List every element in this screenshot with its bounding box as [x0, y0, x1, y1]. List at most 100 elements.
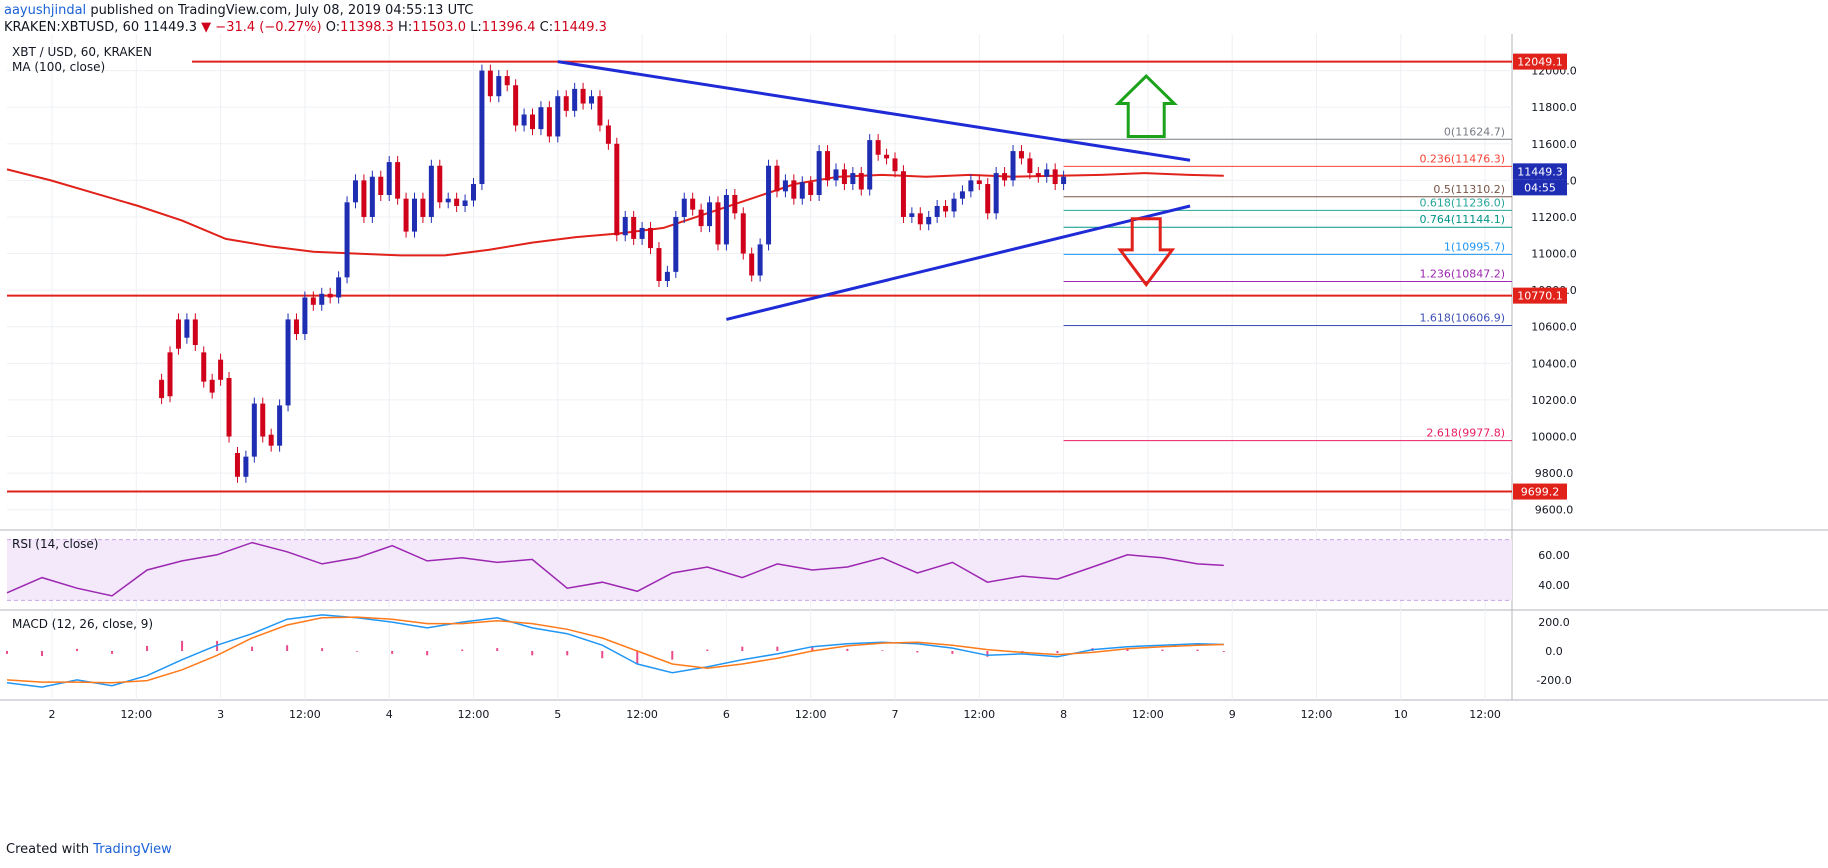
candle [234, 452, 240, 477]
candle [1044, 169, 1050, 177]
candle [1027, 158, 1033, 174]
candle [909, 213, 915, 217]
candle [782, 180, 788, 192]
candle [555, 96, 561, 137]
candle [521, 114, 527, 126]
candle [614, 143, 620, 236]
candle [664, 271, 670, 281]
last-price-tag: 11449.3 [1517, 165, 1563, 178]
fib-level-label: 0.5(11310.2) [1433, 183, 1505, 196]
macd-histogram-bar [1126, 648, 1129, 651]
candle [799, 182, 805, 199]
time-tick-label: 12:00 [626, 708, 658, 721]
macd-histogram-bar [531, 651, 534, 656]
candle [867, 140, 873, 190]
rsi-line [6, 541, 1224, 597]
time-tick-label: 10 [1394, 708, 1408, 721]
candle [580, 88, 586, 104]
candle [985, 184, 991, 214]
candle [715, 202, 721, 245]
macd-histogram-bar [461, 649, 464, 651]
candle [386, 162, 392, 196]
candle [681, 198, 687, 217]
last-price: 11449.3 [143, 20, 198, 35]
price-tick-label: 11200.0 [1531, 211, 1577, 224]
candle [336, 277, 342, 298]
candle [968, 180, 974, 192]
macd-histogram-bar [6, 651, 8, 654]
time-tick-label: 12:00 [795, 708, 827, 721]
footer: Created with TradingView [6, 842, 172, 857]
candle [774, 165, 780, 192]
candle [437, 165, 443, 203]
close-label: C: [539, 20, 554, 35]
fib-level-label: 0.236(11476.3) [1419, 152, 1505, 165]
author-link[interactable]: aayushjindal [4, 3, 87, 18]
macd-histogram-bar [881, 650, 884, 651]
candle [504, 76, 510, 86]
time-tick-label: 12:00 [1132, 708, 1164, 721]
trendline-upper [557, 60, 1191, 162]
candle [1061, 176, 1067, 185]
candle [1002, 173, 1008, 181]
macd-line [6, 614, 1224, 688]
candle [319, 293, 325, 305]
candle [268, 434, 274, 446]
time-tick-label: 12:00 [120, 708, 152, 721]
chart-title: XBT / USD, 60, KRAKEN [12, 45, 152, 59]
candle [749, 253, 755, 276]
candle [454, 198, 460, 206]
macd-histogram-bar [426, 651, 429, 656]
low-label: L: [470, 20, 482, 35]
candle [943, 205, 949, 212]
candle [605, 125, 611, 144]
candle [631, 216, 637, 239]
macd-histogram-bar [1222, 651, 1225, 652]
candle [496, 76, 502, 97]
candle [959, 191, 965, 199]
candle [260, 403, 266, 437]
macd-histogram-bar [41, 651, 44, 657]
fib-level-label: 1.236(10847.2) [1419, 268, 1505, 281]
candle [757, 244, 763, 276]
macd-tick-label: 200.0 [1538, 616, 1570, 629]
candle [277, 405, 283, 446]
candle [926, 216, 932, 225]
ma-legend: MA (100, close) [12, 60, 105, 74]
candle [302, 297, 308, 335]
time-tick-label: 8 [1060, 708, 1067, 721]
macd-histogram-bar [846, 648, 849, 651]
candle [656, 248, 662, 281]
candle [411, 198, 417, 232]
macd-histogram-bar [321, 648, 324, 651]
candle [833, 169, 839, 181]
fib-level-label: 0.764(11144.1) [1419, 213, 1505, 226]
candle [622, 216, 628, 236]
candle [159, 379, 165, 399]
candle [1052, 169, 1058, 185]
rsi-legend: RSI (14, close) [12, 537, 98, 551]
candle [538, 107, 544, 130]
candle [597, 96, 603, 126]
macd-histogram-bar [391, 651, 394, 654]
created-text: Created with [6, 842, 90, 857]
macd-histogram-bar [986, 651, 989, 657]
candle [900, 171, 906, 217]
candle [1010, 151, 1016, 181]
candle [572, 88, 578, 111]
macd-histogram-bar [601, 651, 604, 659]
tradingview-link[interactable]: TradingView [93, 842, 172, 857]
countdown-tag-bg [1513, 179, 1567, 196]
macd-histogram-bar [1196, 649, 1199, 651]
macd-histogram-bar [76, 648, 79, 651]
candle [310, 297, 316, 305]
last-price-tag-bg [1513, 163, 1567, 180]
candle [175, 319, 181, 349]
macd-histogram-bar [1056, 651, 1059, 654]
candle [344, 202, 350, 278]
candle [875, 140, 881, 155]
macd-histogram-bar [111, 651, 114, 654]
candle [218, 359, 224, 380]
price-tick-label: 10600.0 [1531, 321, 1577, 334]
